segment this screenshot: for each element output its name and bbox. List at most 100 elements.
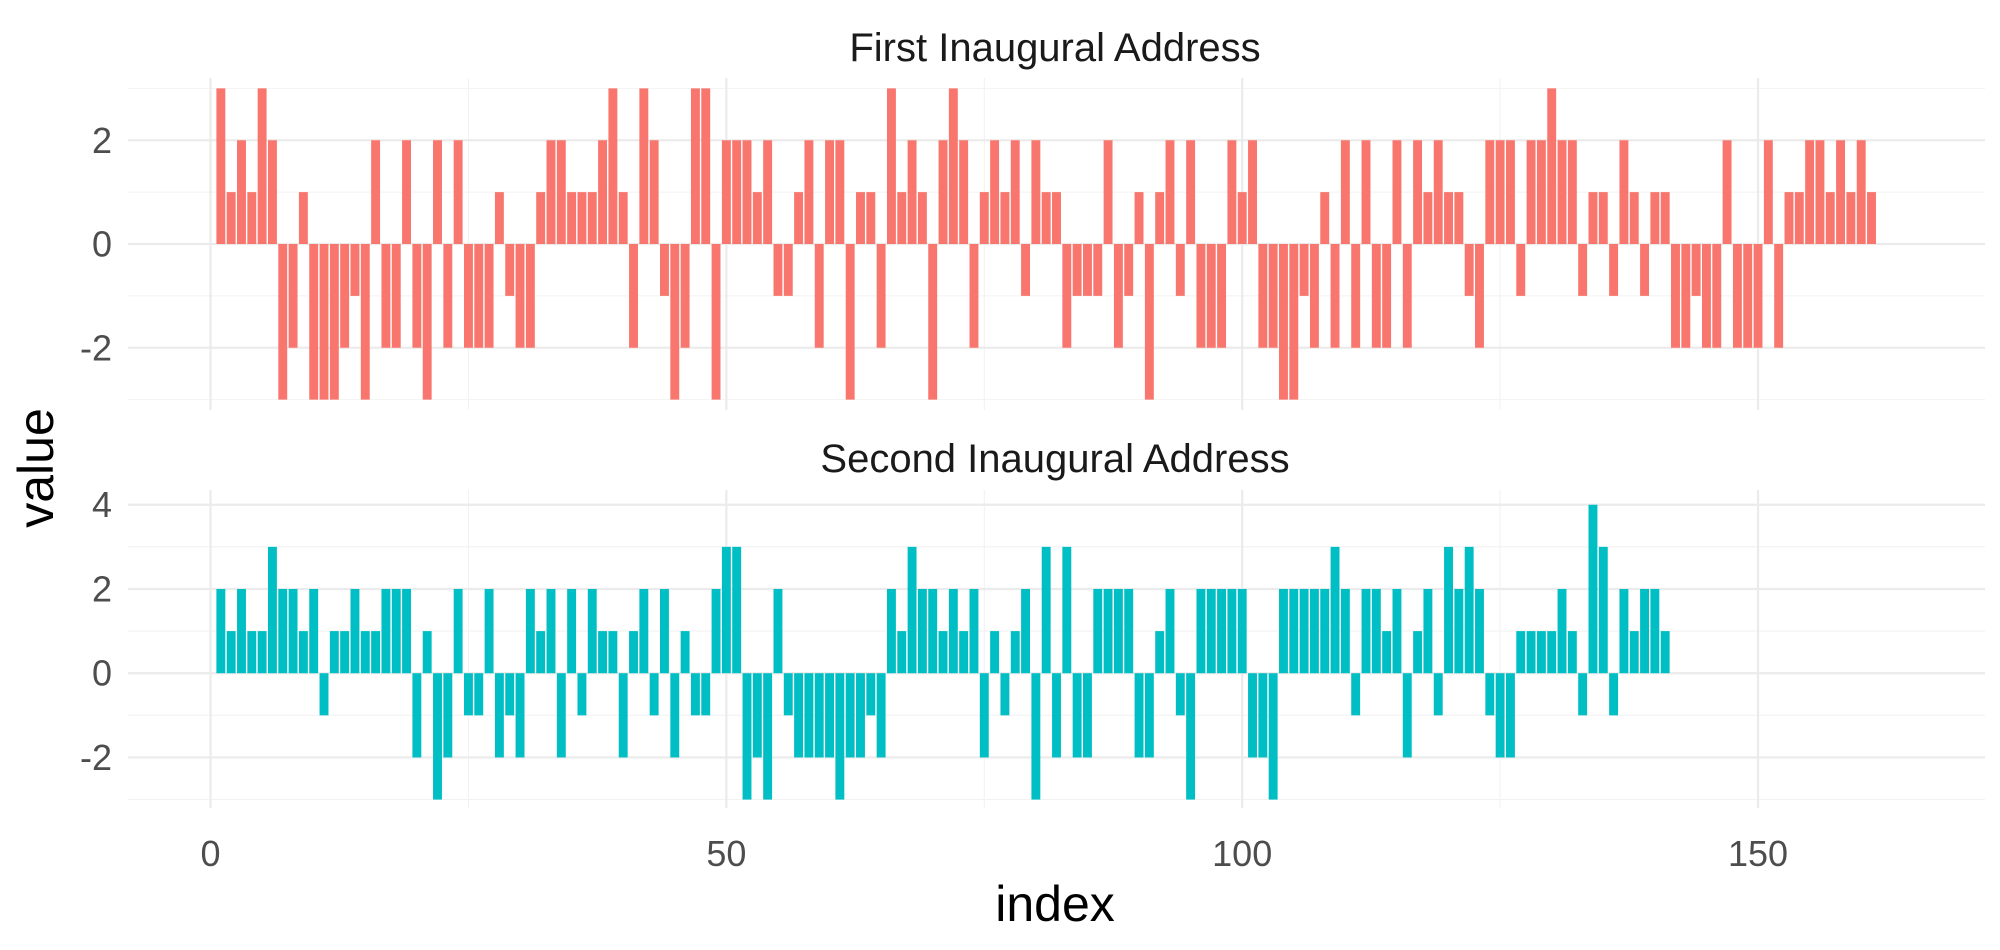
panel-2-bar	[876, 673, 886, 758]
x-axis-title: index	[995, 876, 1115, 932]
panel-1-bar	[1371, 244, 1381, 348]
panel-2-bar	[711, 588, 721, 674]
panel-1-bar	[402, 140, 412, 244]
panel-2-bar	[886, 588, 896, 674]
panel-2-bar	[567, 588, 577, 674]
panel-1-bar	[1660, 192, 1670, 244]
panel-1-bar	[1041, 192, 1051, 244]
panel-2-bar	[969, 588, 979, 674]
panel-1-bar	[1526, 140, 1536, 244]
panel-1-bar	[216, 88, 226, 244]
panel-2-bar	[1052, 673, 1061, 758]
panel-1-bar	[1031, 140, 1041, 244]
panel-1-bar	[680, 244, 690, 348]
panel-2-bar	[1413, 631, 1423, 674]
panel-2-bar	[1640, 588, 1650, 674]
panel-1-bar	[1784, 192, 1794, 244]
panel-1-bar	[1124, 244, 1134, 296]
panel-2-bar	[278, 588, 288, 674]
panel-1-bar	[721, 140, 731, 244]
panel-1-bar	[1330, 244, 1340, 348]
panel-2-bar	[794, 673, 804, 758]
panel-1-bar	[1805, 140, 1815, 244]
panel-1-bar	[1258, 244, 1268, 348]
panel-1-bar	[608, 88, 618, 244]
panel-2-bar	[1650, 588, 1660, 674]
panel-2-bar	[226, 631, 236, 674]
panel-1-bar	[959, 140, 969, 244]
panel-1-bar	[412, 244, 422, 348]
panel-1-bar	[876, 244, 886, 348]
panel-2-bar	[1113, 588, 1123, 674]
panel-1-bar	[494, 192, 504, 244]
panel-1-bar	[1082, 244, 1092, 296]
panel-2-y-tick-label: 0	[92, 653, 112, 694]
panel-2-bar	[1186, 673, 1196, 800]
panel-2-bar	[752, 673, 762, 758]
panel-1-bar	[711, 244, 721, 400]
panel-1-bar	[1536, 140, 1546, 244]
panel-1-bar	[1423, 192, 1433, 244]
panel-2-bar	[670, 673, 680, 758]
panel-1-bar	[1567, 140, 1577, 244]
panel-2-bar	[1144, 673, 1154, 758]
panel-2-bar	[917, 588, 927, 674]
panel-1-bar	[670, 244, 680, 400]
panel-1-bar	[639, 88, 649, 244]
panel-1-bar	[1763, 140, 1773, 244]
panel-1-bar	[1743, 244, 1753, 348]
panel-1-bar	[845, 244, 855, 400]
x-tick-label: 0	[201, 833, 221, 874]
panel-1-bar	[1485, 140, 1495, 244]
panel-2-bar	[329, 631, 339, 674]
panel-1-bar	[1382, 244, 1392, 348]
panel-2-bar	[1206, 588, 1216, 674]
panel-2-bar	[1454, 588, 1464, 674]
panel-2-bar	[1609, 673, 1619, 716]
x-tick-label: 100	[1212, 833, 1272, 874]
panel-1-bar	[1206, 244, 1216, 348]
panel-1-bar	[1196, 244, 1206, 348]
panel-1-bar	[1134, 192, 1144, 244]
panel-1-bar	[1113, 244, 1123, 348]
panel-1-bar	[1340, 140, 1350, 244]
panel-1-bar	[1248, 140, 1257, 244]
panel-2-bar	[422, 631, 432, 674]
panel-2-bar	[494, 673, 504, 758]
panel-1-bar	[1413, 140, 1423, 244]
panel-2-bar	[990, 631, 1000, 674]
panel-1-bar	[433, 140, 442, 244]
panel-2-bar	[1536, 631, 1546, 674]
panel-1-bar	[350, 244, 360, 296]
panel-1-bar	[371, 140, 381, 244]
panel-2-bar	[690, 673, 700, 716]
panel-1-bar	[1475, 244, 1484, 348]
panel-1-bar	[257, 88, 267, 244]
panel-2-bar	[360, 631, 370, 674]
panel-2-bar	[1082, 673, 1092, 758]
panel-1-bar	[794, 192, 804, 244]
panel-1-bar	[453, 140, 463, 244]
panel-2-bar	[288, 588, 298, 674]
panel-2-bar	[515, 673, 525, 758]
panel-1-bar	[1227, 140, 1237, 244]
panel-1-bar	[381, 244, 391, 348]
panel-1-bar	[907, 140, 917, 244]
panel-1-bar	[1144, 244, 1154, 400]
panel-2-bar	[959, 631, 969, 674]
panel-2-bar	[1557, 588, 1567, 674]
panel-1-bar	[1619, 140, 1629, 244]
panel-2-bar	[474, 673, 484, 716]
panel-1-bar	[309, 244, 319, 400]
panel-2-bar	[1578, 673, 1588, 716]
panel-1-bar	[1175, 244, 1185, 296]
panel-2-bar	[814, 673, 824, 758]
panel-2-bar	[1320, 588, 1330, 674]
panel-1-bar	[979, 192, 989, 244]
x-tick-label: 150	[1728, 833, 1788, 874]
panel-1-bar	[474, 244, 484, 348]
panel-2-bar	[309, 588, 319, 674]
panel-1-bar	[1093, 244, 1103, 296]
panel-2-bar	[701, 673, 711, 716]
panel-1-bar	[1299, 244, 1309, 296]
